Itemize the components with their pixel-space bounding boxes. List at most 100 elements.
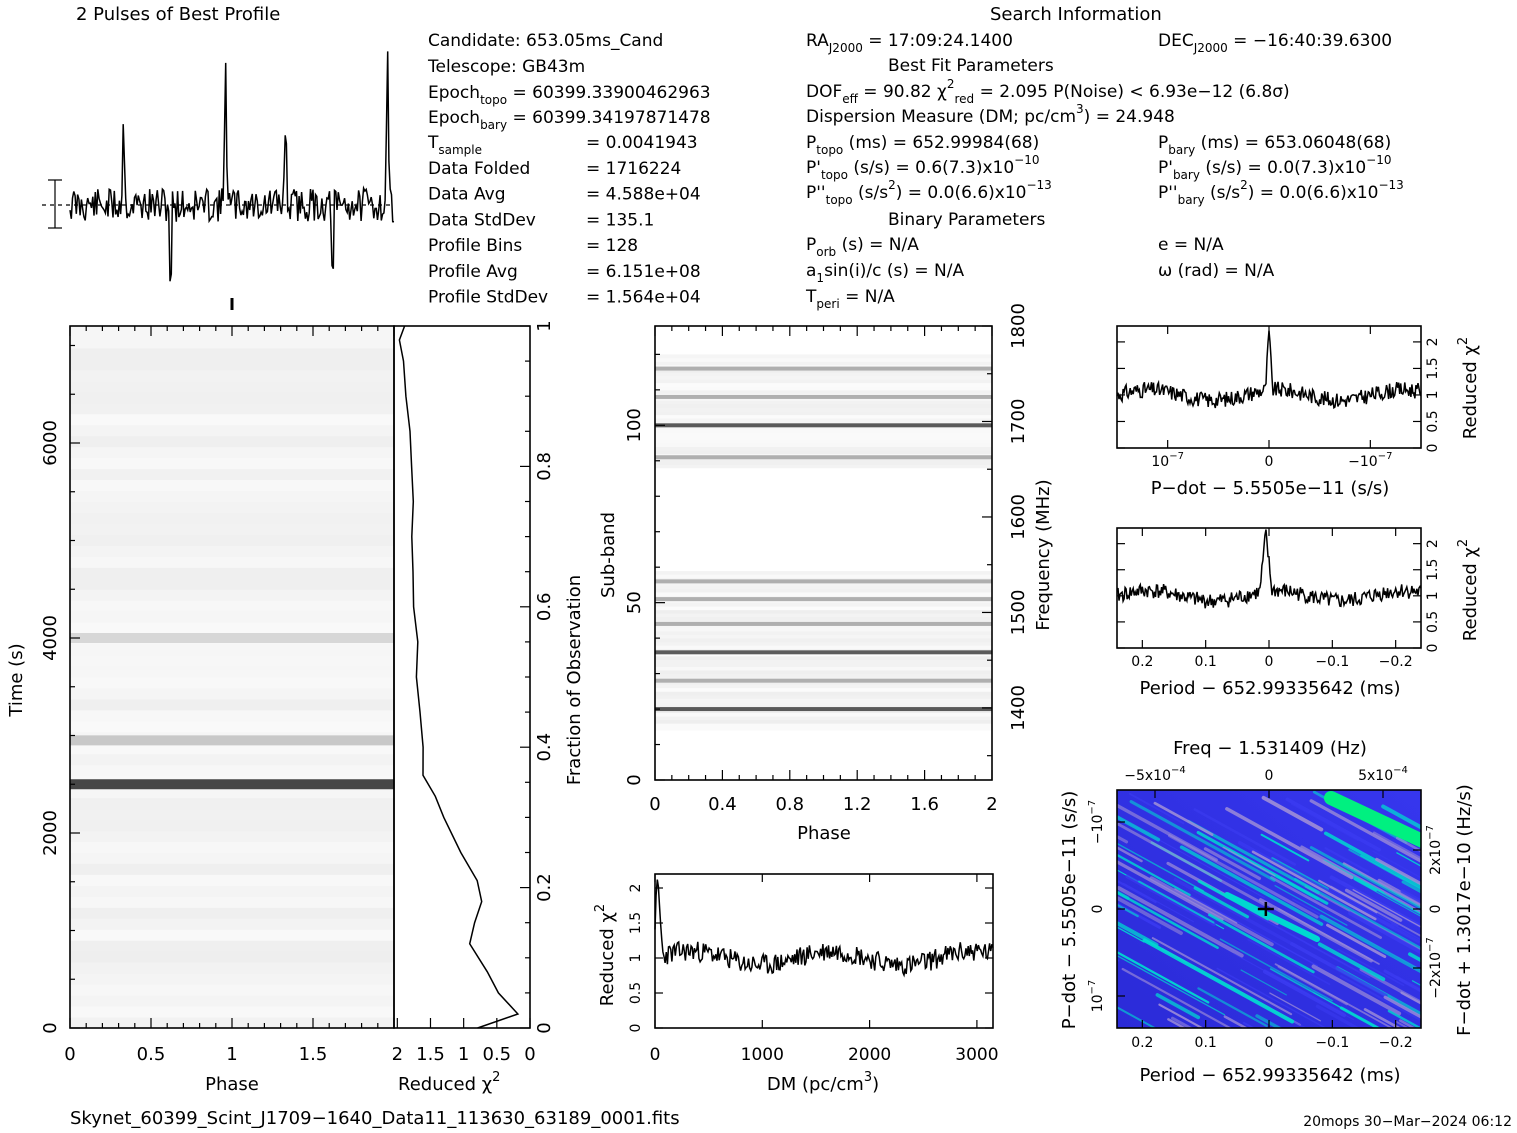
ppd-streak (1129, 792, 1185, 825)
sb-row (655, 510, 992, 515)
sb-row (655, 616, 992, 621)
pdot-topo-line: P'topo (s/s) = 0.6(7.3)x10−10 (806, 153, 1039, 182)
profile-line (69, 51, 395, 282)
ppd-streak (1117, 853, 1191, 897)
sb-row (655, 428, 992, 433)
sb-row (655, 638, 992, 643)
ppd-streak (1274, 963, 1394, 1028)
sb-row (655, 655, 992, 660)
pd-plot-xtick-label: 0 (1265, 454, 1274, 470)
footer-filename: Skynet_60399_Scint_J1709−1640_Data11_113… (70, 1108, 680, 1129)
ppd-streak (1408, 952, 1421, 963)
ppd-streak (1203, 847, 1261, 881)
ppd-streak (1258, 898, 1373, 963)
tp-row (70, 424, 394, 437)
sb-row (655, 673, 992, 678)
ppd-top-tick-label: 0 (1265, 768, 1274, 784)
omega-line: ω (rad) = N/A (1158, 261, 1275, 281)
sb-row (655, 531, 992, 536)
tp-row (70, 369, 394, 382)
chit-xtick-label: 1 (458, 1044, 469, 1065)
pd-plot-xtick-sup: −7 (1378, 451, 1393, 462)
sb-row (655, 687, 992, 692)
info-col-2: RAJ2000 = 17:09:24.1400 DECJ2000 = −16:4… (805, 31, 1404, 311)
tp-row (70, 709, 394, 722)
sb-row (655, 506, 992, 511)
ppd-streak (1315, 1004, 1361, 1028)
per-plot-ytick-label: 1 (1425, 591, 1441, 600)
ppd-streak (1317, 942, 1386, 982)
ppd-streak (1285, 797, 1381, 852)
info-col-1: Candidate: 653.05ms_Cand Telescope: GB43… (427, 31, 711, 308)
ppd-streak (1248, 911, 1371, 979)
ppd-streak (1247, 938, 1331, 986)
chit-line (398, 325, 520, 1029)
sb-row (655, 474, 992, 479)
info-row-value: = 128 (586, 236, 638, 256)
ppd-streak (1158, 1003, 1205, 1028)
epoch-bary-line: Epochbary = 60399.34197871478 (428, 108, 711, 132)
ppd-streak (1381, 804, 1421, 830)
ppd-streaks (1117, 790, 1421, 1028)
tperi-line: Tperi = N/A (805, 287, 895, 311)
tp-bright-row (70, 735, 394, 746)
ppd-streak (1383, 995, 1421, 1019)
chit-frame (393, 325, 531, 1029)
pddot-bary-line: P''bary (s/s2) = 0.0(6.6)x10−13 (1158, 178, 1404, 207)
sb-bright-row (655, 455, 992, 460)
tp-row (70, 402, 394, 415)
ppd-streak (1269, 968, 1349, 1013)
dm-xlabel: DM (pc/cm3) (767, 1070, 879, 1095)
sb-row (655, 659, 992, 664)
sb-row (655, 627, 992, 632)
dof-line: DOFeff = 90.82 χ2red = 2.095 P(Noise) < … (806, 77, 1290, 106)
ppd-streak (1117, 903, 1139, 918)
ppd-streak (1129, 800, 1276, 882)
ppd-top-tick-sup: −4 (1171, 765, 1186, 776)
ppd-streak (1117, 895, 1183, 936)
chit-xtick-label: 1.5 (416, 1044, 445, 1065)
ppd-streak (1274, 885, 1348, 926)
ppd-streak (1219, 938, 1333, 1002)
sb-row (655, 379, 992, 384)
per-ylabel: Reduced χ2 (1456, 539, 1481, 641)
tp-phase-label: Phase (205, 1074, 259, 1095)
ppd-streak (1117, 954, 1226, 1016)
ppd-streak (1153, 801, 1214, 836)
sb-row (655, 446, 992, 451)
chi-vs-period-plot: 0 0.5 1 1.5 2 0.2 0.1 0 −0.1 −0.2 (1116, 527, 1441, 670)
ppd-title: Freq − 1.531409 (Hz) (1173, 738, 1367, 759)
ppd-streak (1261, 795, 1324, 832)
sb-bright-row (655, 707, 992, 712)
ppd-streak (1151, 937, 1293, 1016)
ppd-streak (1138, 880, 1215, 924)
pd-plot-ytick-label: 0 (1425, 444, 1441, 453)
tp-row (70, 852, 394, 864)
pddot-topo-line: P''topo (s/s2) = 0.0(6.6)x10−13 (806, 178, 1052, 207)
pd-xlabel: P−dot − 5.5505e−11 (s/s) (1151, 478, 1390, 499)
dm-plot-xtick-label: 3000 (955, 1045, 998, 1065)
sb-row (655, 645, 992, 650)
porb-line: Porb (s) = N/A (806, 235, 919, 259)
binary-title: Binary Parameters (888, 210, 1045, 230)
sb-xtick-label: 0 (649, 794, 660, 815)
ppd-streak (1216, 967, 1328, 1028)
sb-row (655, 684, 992, 689)
pd-plot-ytick-label: 0.5 (1425, 410, 1441, 432)
sb-row (655, 666, 992, 671)
sb-row (655, 492, 992, 497)
ppd-ylabel: P−dot − 5.5505e−11 (s/s) (1059, 791, 1080, 1030)
sb-row (655, 606, 992, 611)
sb-row (655, 670, 992, 674)
tp-row (70, 512, 394, 524)
ppd-streak (1323, 831, 1421, 888)
sb-row (655, 386, 992, 391)
ppd-streak (1395, 836, 1421, 853)
ppd-ytick-label: −10−7 (1087, 800, 1106, 844)
ppd-streak (1352, 888, 1421, 928)
chit-xlabel: Reduced χ2 (398, 1070, 500, 1095)
sb-row (655, 723, 992, 728)
ppd-ytick-label: 0 (1090, 905, 1106, 914)
sb-bright-row (655, 366, 992, 371)
